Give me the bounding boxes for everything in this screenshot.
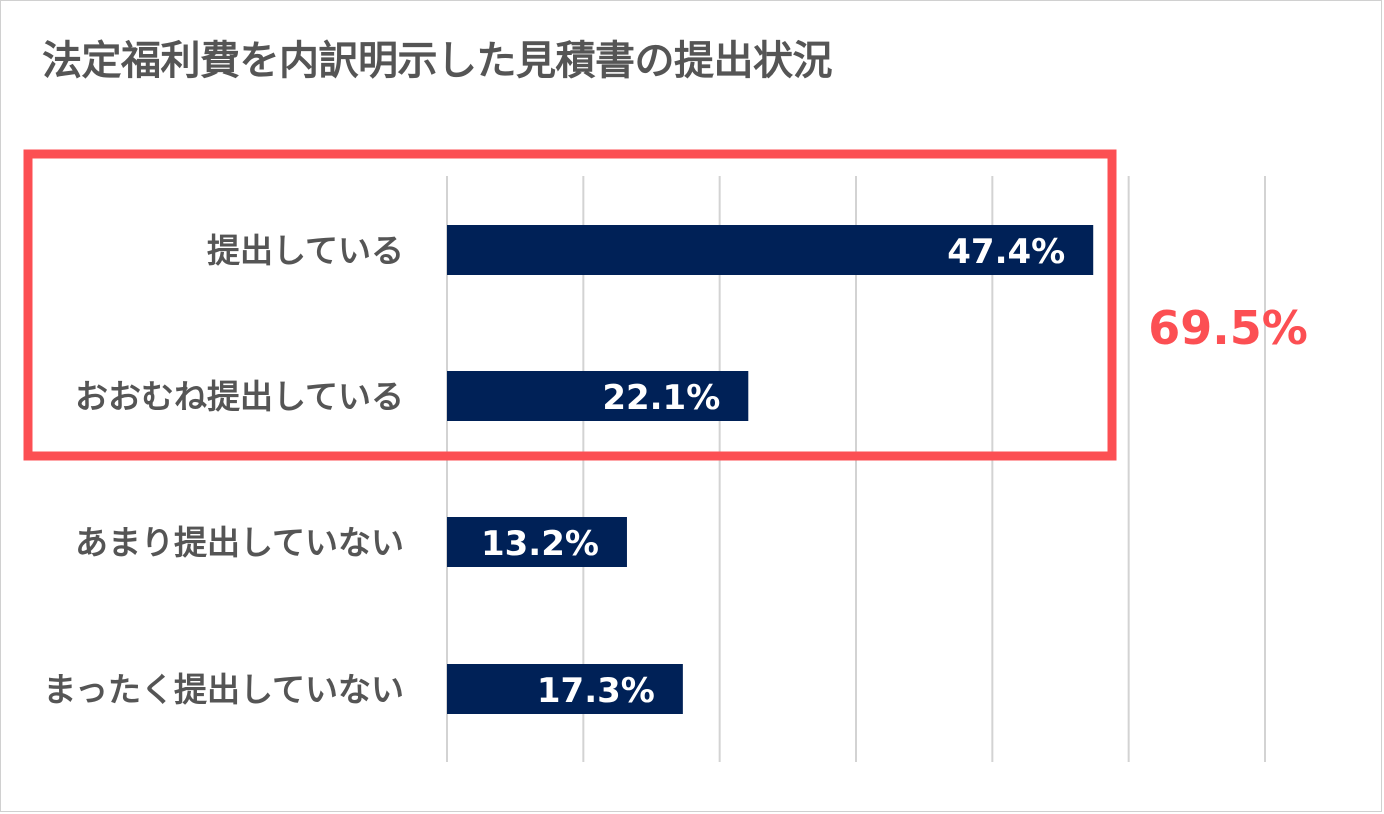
category-label: あまり提出していない: [75, 523, 404, 562]
value-label: 22.1%: [602, 378, 720, 418]
category-label: おおむね提出している: [75, 377, 404, 416]
bar: [447, 517, 627, 567]
value-label: 47.4%: [947, 232, 1065, 272]
value-labels: 47.4% 22.1% 13.2% 17.3%: [481, 232, 1065, 711]
chart-title: 法定福利費を内訳明示した見積書の提出状況: [42, 38, 833, 84]
category-label: まったく提出していない: [43, 670, 404, 709]
bars: [447, 225, 1094, 714]
bar: [447, 225, 1094, 275]
highlight-total-label: 69.5%: [1148, 301, 1308, 355]
bar: [447, 664, 683, 714]
value-label: 13.2%: [481, 524, 599, 564]
bar: [447, 371, 749, 421]
category-label: 提出している: [207, 231, 404, 270]
highlight-box: [23, 149, 1117, 461]
value-label: 17.3%: [537, 671, 655, 711]
